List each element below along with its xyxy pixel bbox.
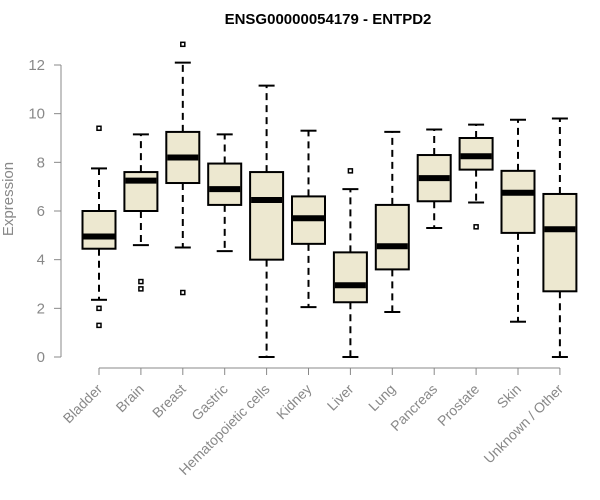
x-tick-label: Unknown / Other — [480, 381, 566, 467]
box-hematopoietic-cells — [249, 84, 285, 358]
x-tick-label: Bladder — [60, 381, 106, 427]
x-tick-label: Brain — [113, 381, 147, 415]
y-tick-label: 0 — [37, 349, 45, 366]
y-tick-label: 12 — [28, 57, 45, 74]
box-brain — [123, 133, 159, 292]
y-tick-label: 2 — [37, 300, 45, 317]
box-lung — [374, 130, 410, 313]
box-body — [207, 162, 243, 206]
box-pancreas — [416, 128, 452, 230]
y-axis-label: Expression — [0, 162, 17, 236]
outlier-point — [96, 125, 102, 132]
box-body — [332, 251, 368, 304]
outlier-point — [138, 278, 144, 285]
x-tick-label: Kidney — [273, 381, 315, 423]
box-skin — [500, 118, 536, 323]
outlier-point — [96, 322, 102, 329]
y-tick-label: 6 — [37, 203, 45, 220]
chart-title: ENSG00000054179 - ENTPD2 — [225, 11, 432, 28]
box-prostate — [458, 123, 494, 230]
box-body — [500, 169, 536, 234]
box-kidney — [291, 129, 326, 309]
x-tick-label: Prostate — [434, 381, 482, 429]
outlier-point — [347, 168, 354, 174]
y-axis: 0 2 4 6 8 10 12 — [28, 57, 62, 366]
box-body — [81, 210, 117, 250]
outlier-point — [96, 305, 102, 312]
x-tick-label: Liver — [324, 381, 357, 414]
box-body — [249, 171, 285, 261]
box-unknown-other — [542, 117, 578, 358]
x-tick-label: Lung — [365, 381, 398, 414]
box-bladder — [81, 125, 117, 329]
outlier-point — [180, 41, 186, 48]
outlier-point — [180, 289, 186, 296]
outlier-point — [138, 286, 144, 292]
y-tick-label: 4 — [37, 252, 45, 269]
x-tick-label: Skin — [494, 381, 525, 412]
box-body — [374, 203, 410, 271]
outlier-point — [473, 224, 479, 230]
box-breast — [165, 41, 201, 296]
y-tick-label: 10 — [28, 106, 45, 123]
box-body — [542, 192, 578, 293]
box-gastric — [207, 133, 243, 253]
boxes-layer — [81, 41, 578, 358]
box-liver — [332, 168, 368, 358]
x-tick-label: Breast — [149, 381, 189, 421]
y-tick-label: 8 — [37, 154, 45, 171]
x-tick-label: Pancreas — [387, 381, 440, 434]
